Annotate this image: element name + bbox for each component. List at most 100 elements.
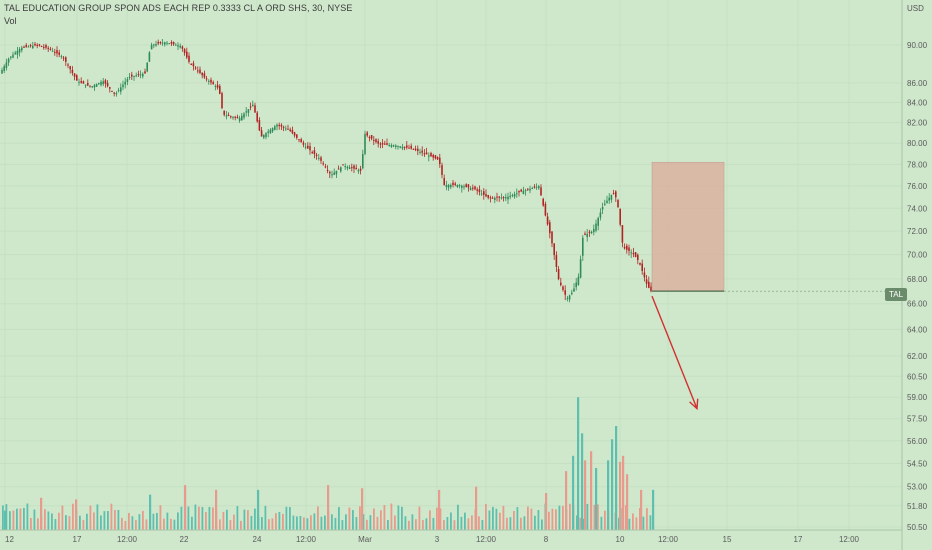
candle-body	[461, 185, 463, 188]
volume-bar	[425, 518, 428, 530]
candle-body	[203, 73, 206, 78]
time-tick: 12:00	[658, 535, 679, 544]
volume-bar	[257, 489, 260, 530]
volume-bar	[615, 426, 618, 530]
candle-body	[124, 81, 126, 85]
candle-body	[430, 152, 432, 157]
candle-body	[395, 145, 397, 147]
volume-bar	[581, 433, 584, 530]
volume-bar	[61, 505, 64, 530]
volume-bar	[516, 507, 519, 530]
volume-bar	[117, 509, 120, 530]
candle-body	[329, 171, 331, 174]
volume-bar	[492, 506, 494, 530]
candle-body	[71, 69, 74, 74]
candle-body	[639, 262, 641, 265]
volume-bars	[2, 397, 655, 530]
candle-body	[267, 131, 269, 133]
candle-body	[535, 186, 538, 188]
candle-body	[476, 189, 478, 191]
volume-bar	[121, 517, 123, 530]
candle-body	[302, 142, 305, 145]
candle-body	[236, 116, 239, 119]
volume-bar	[320, 516, 323, 530]
down-arrow-line[interactable]	[651, 295, 698, 409]
volume-bar	[110, 503, 113, 530]
candle-body	[298, 139, 300, 141]
candle-body	[601, 207, 604, 210]
candle-body	[452, 182, 454, 185]
candle-body	[293, 132, 296, 136]
candle-body	[258, 119, 261, 131]
volume-bar	[306, 518, 309, 530]
candle-body	[18, 48, 21, 53]
candle-body	[161, 42, 164, 44]
drawings[interactable]	[651, 161, 902, 411]
candle-body	[318, 157, 320, 159]
candle-body	[551, 231, 553, 244]
price-axis[interactable]: 90.00 86.00 84.00 82.00 80.00 78.00 76.00 74.00…	[907, 41, 928, 532]
candle-body	[384, 143, 386, 145]
candle-body	[128, 76, 131, 78]
candle-body	[359, 168, 362, 171]
candle-body	[439, 157, 441, 165]
volume-bar	[198, 506, 200, 530]
volume-bar	[611, 439, 614, 530]
candle-body	[373, 139, 375, 141]
volume-bar	[429, 510, 431, 530]
candle-body	[120, 87, 122, 92]
volume-bar	[173, 519, 176, 530]
candle-body	[285, 128, 287, 130]
candle-body	[23, 46, 25, 48]
candle-body	[421, 150, 423, 153]
candle-body	[91, 86, 93, 88]
volume-bar	[313, 513, 316, 530]
candle-body	[148, 52, 151, 62]
candle-body	[562, 286, 564, 290]
volume-bar	[243, 509, 246, 530]
candle-body	[480, 193, 483, 195]
volume-bar	[411, 514, 414, 530]
volume-bar	[37, 518, 39, 530]
candle-body	[588, 231, 591, 233]
volume-bar	[219, 519, 221, 530]
candle-body	[65, 57, 67, 62]
time-axis[interactable]: 12 17 12:00 22 24 12:00 Mar 3 12:00 8 10 12:00 15 17 1…	[5, 535, 860, 544]
candle-body	[201, 72, 203, 76]
volume-bar	[338, 507, 340, 530]
volume-bar	[513, 511, 515, 530]
volume-bar	[618, 517, 620, 530]
volume-bar	[194, 504, 197, 530]
candle-body	[234, 116, 236, 118]
candle-body	[260, 130, 263, 137]
candle-body	[560, 282, 562, 286]
volume-bar	[327, 485, 330, 530]
volume-bar	[527, 506, 529, 530]
volume-bar	[142, 510, 144, 530]
volume-bar	[520, 517, 522, 530]
volume-bar	[299, 516, 302, 530]
candle-body	[159, 42, 162, 44]
volume-bar	[264, 505, 267, 530]
volume-bar	[145, 519, 148, 530]
candle-body	[69, 66, 71, 70]
candle-body	[434, 155, 437, 159]
volume-bar	[44, 509, 46, 530]
candle-body	[483, 191, 485, 195]
volume-bar	[282, 513, 284, 530]
target-box[interactable]	[651, 161, 725, 292]
volume-bar	[481, 519, 484, 530]
volume-bar	[439, 508, 442, 530]
candle-body	[634, 252, 637, 258]
candle-body	[542, 198, 544, 206]
candle-body	[219, 86, 221, 94]
candle-body	[630, 252, 632, 254]
candle-body	[155, 44, 157, 46]
volume-bar	[254, 508, 256, 530]
volume-bar	[577, 397, 580, 530]
candle-body	[164, 42, 166, 45]
candle-body	[16, 50, 19, 55]
candle-body	[524, 190, 527, 192]
candle-body	[390, 145, 393, 147]
